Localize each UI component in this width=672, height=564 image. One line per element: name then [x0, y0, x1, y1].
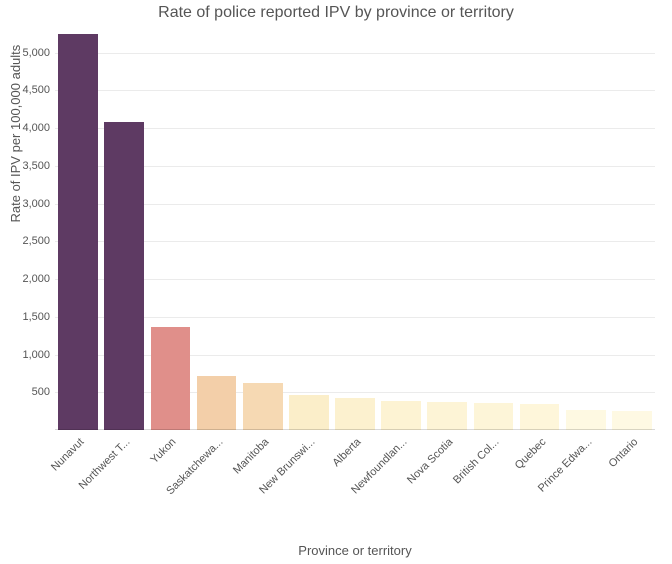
- x-tick-label: Ontario: [606, 436, 640, 470]
- bar-slot: [424, 30, 470, 430]
- y-tick-label: 5,000: [0, 47, 50, 59]
- ipv-rate-bar-chart: Rate of police reported IPV by province …: [0, 0, 672, 564]
- bar: [612, 411, 652, 430]
- bar: [335, 398, 375, 430]
- y-tick-label: 1,000: [0, 349, 50, 361]
- bar-slot: [101, 30, 147, 430]
- x-tick-slot: British Col...: [470, 430, 516, 520]
- plot-area: [55, 30, 655, 430]
- x-tick-slot: Northwest T...: [101, 430, 147, 520]
- x-tick-label: Yukon: [149, 436, 179, 466]
- bar: [381, 401, 421, 430]
- y-tick-label: 500: [0, 386, 50, 398]
- x-tick-slot: Prince Edwa...: [563, 430, 609, 520]
- bar: [520, 404, 560, 430]
- bar: [474, 403, 514, 430]
- bar-slot: [240, 30, 286, 430]
- y-tick-label: 2,500: [0, 235, 50, 247]
- bar-slot: [332, 30, 378, 430]
- y-tick-label: 3,500: [0, 160, 50, 172]
- bar: [289, 395, 329, 430]
- y-tick-label: 1,500: [0, 311, 50, 323]
- x-tick-label: Quebec: [512, 436, 548, 472]
- bar-slot: [378, 30, 424, 430]
- bars-container: [55, 30, 655, 430]
- bar-slot: [193, 30, 239, 430]
- bar: [58, 34, 98, 430]
- x-tick-slot: New Brunswi...: [286, 430, 332, 520]
- y-tick-label: 3,000: [0, 198, 50, 210]
- bar-slot: [470, 30, 516, 430]
- y-tick-label: 4,500: [0, 84, 50, 96]
- bar-slot: [55, 30, 101, 430]
- x-tick-slot: Saskatchewa...: [193, 430, 239, 520]
- y-tick-label: 2,000: [0, 273, 50, 285]
- bar: [243, 383, 283, 430]
- x-axis-ticks: NunavutNorthwest T...YukonSaskatchewa...…: [55, 430, 655, 520]
- chart-title: Rate of police reported IPV by province …: [0, 4, 672, 22]
- bar-slot: [147, 30, 193, 430]
- bar-slot: [609, 30, 655, 430]
- bar: [566, 410, 606, 430]
- bar-slot: [286, 30, 332, 430]
- bar-slot: [563, 30, 609, 430]
- x-tick-label: Alberta: [330, 436, 363, 469]
- bar: [197, 376, 237, 430]
- bar: [104, 122, 144, 430]
- bar-slot: [517, 30, 563, 430]
- x-axis-title: Province or territory: [55, 543, 655, 558]
- bar: [151, 327, 191, 430]
- y-tick-label: 4,000: [0, 122, 50, 134]
- x-tick-label: Nunavut: [49, 436, 86, 473]
- x-tick-slot: Ontario: [609, 430, 655, 520]
- bar: [427, 402, 467, 430]
